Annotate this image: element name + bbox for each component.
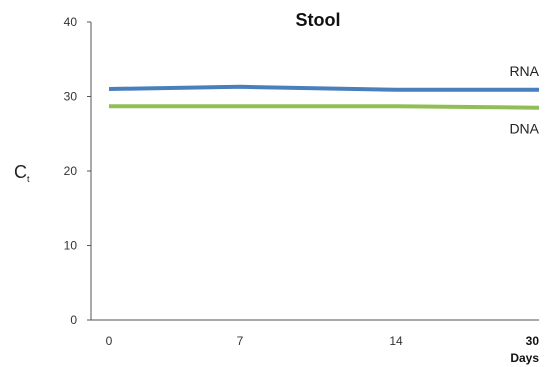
y-axis-label: Ct (14, 162, 30, 184)
x-tick-label: 0 (106, 334, 113, 348)
y-tick-label: 10 (64, 239, 78, 253)
series-layer: RNA DNA (108, 63, 540, 137)
y-axis: 0 10 20 30 40 (64, 15, 92, 327)
series-label-rna: RNA (509, 63, 539, 79)
x-tick-label: 30 (526, 334, 540, 348)
y-tick-label: 40 (64, 15, 78, 29)
x-tick-label: 7 (237, 334, 244, 348)
x-tick-label: 14 (389, 334, 403, 348)
x-axis: 0 7 14 30 (91, 319, 540, 348)
series-line-dna (109, 104, 540, 110)
y-tick-label: 20 (64, 164, 78, 178)
series-line-rna (108, 84, 539, 92)
x-axis-label: Days (510, 351, 539, 365)
y-tick-label: 30 (64, 90, 78, 104)
chart-title: Stool (296, 10, 341, 30)
y-tick-label: 0 (70, 313, 77, 327)
series-label-dna: DNA (509, 121, 539, 137)
y-axis-label-main: C (14, 162, 27, 182)
y-axis-label-subscript: t (27, 174, 30, 184)
